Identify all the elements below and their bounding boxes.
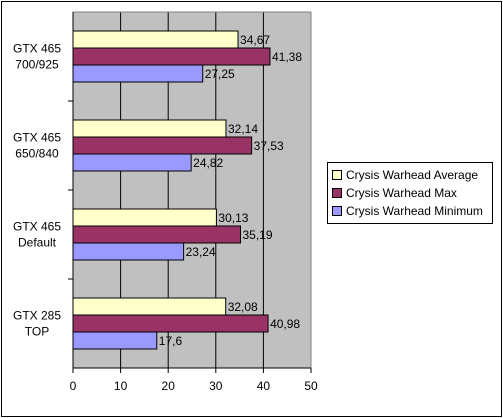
legend-swatch-minimum: [332, 206, 342, 216]
category-label: 650/840: [15, 147, 59, 161]
bar: [72, 153, 192, 172]
category-label: GTX 465: [13, 42, 61, 56]
legend-swatch-average: [332, 170, 342, 180]
bar: [72, 30, 239, 49]
data-label: 41,38: [272, 50, 302, 64]
bar: [72, 225, 242, 244]
category-label: 700/925: [15, 58, 59, 72]
bar: [72, 331, 158, 350]
data-label: 34,67: [240, 33, 270, 47]
x-tick-label: 0: [70, 379, 77, 393]
x-tick-label: 50: [304, 379, 318, 393]
data-label: 17,6: [159, 334, 183, 348]
bar: [72, 64, 204, 83]
bar: [72, 119, 227, 138]
x-tick-label: 20: [162, 379, 176, 393]
data-label: 32,14: [228, 122, 258, 136]
x-tick-label: 10: [114, 379, 128, 393]
data-label: 23,24: [186, 245, 216, 259]
bar: [72, 297, 227, 316]
x-tick-label: 40: [257, 379, 271, 393]
bar: [72, 208, 217, 227]
category-label: TOP: [25, 325, 49, 339]
data-label: 30,13: [218, 211, 248, 225]
x-tick-label: 30: [209, 379, 223, 393]
category-label: GTX 465: [13, 220, 61, 234]
bar: [72, 242, 185, 261]
legend-label-minimum: Crysis Warhead Minimum: [346, 204, 483, 218]
legend-item-max: Crysis Warhead Max: [332, 184, 488, 202]
bar: [72, 47, 271, 66]
data-label: 27,25: [205, 67, 235, 81]
data-label: 40,98: [270, 317, 300, 331]
legend-item-average: Crysis Warhead Average: [332, 166, 488, 184]
legend-label-average: Crysis Warhead Average: [346, 168, 479, 182]
bar: [72, 136, 253, 155]
legend-label-max: Crysis Warhead Max: [346, 186, 457, 200]
category-label: Default: [18, 236, 57, 250]
data-label: 24,82: [193, 156, 223, 170]
data-label: 32,08: [228, 300, 258, 314]
category-label: GTX 285: [13, 309, 61, 323]
legend-swatch-max: [332, 188, 342, 198]
bar: [72, 314, 269, 333]
category-label: GTX 465: [13, 131, 61, 145]
legend: Crysis Warhead Average Crysis Warhead Ma…: [327, 162, 493, 224]
legend-item-minimum: Crysis Warhead Minimum: [332, 202, 488, 220]
data-label: 37,53: [254, 139, 284, 153]
data-label: 35,19: [243, 228, 273, 242]
